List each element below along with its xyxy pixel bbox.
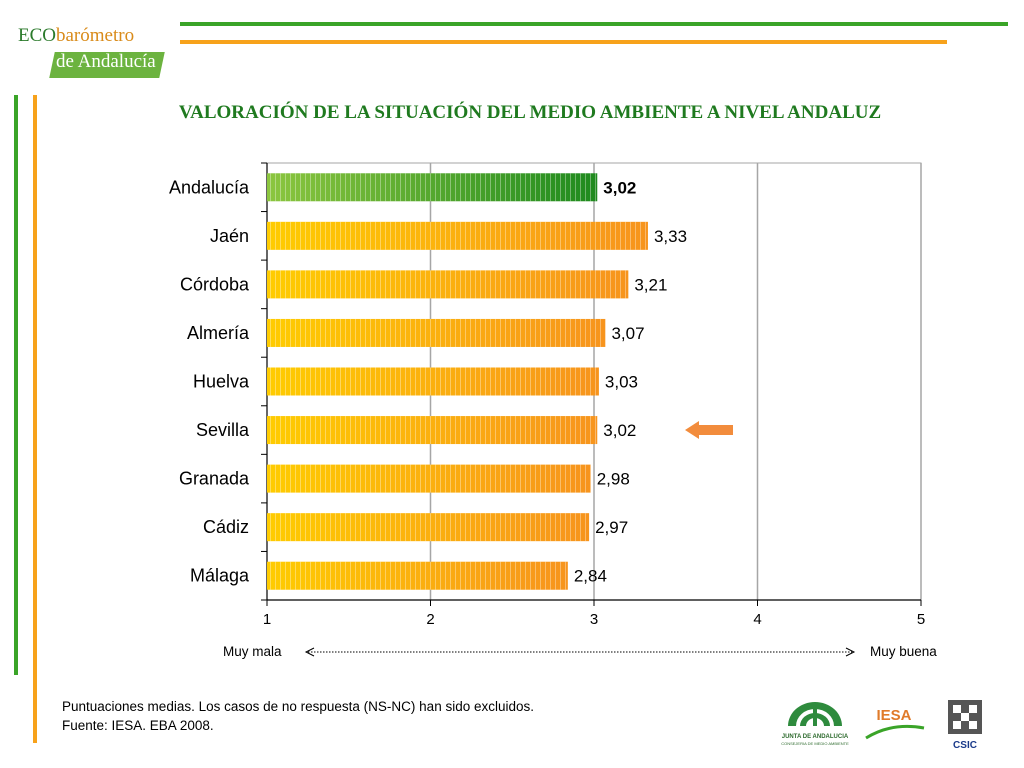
- scale-right-label: Muy buena: [870, 644, 937, 659]
- junta-logo-line1: JUNTA DE ANDALUCIA: [782, 734, 849, 740]
- page-title: VALORACIÓN DE LA SITUACIÓN DEL MEDIO AMB…: [178, 102, 882, 123]
- csic-logo: CSIC: [948, 700, 982, 751]
- value-label: 2,98: [597, 470, 630, 489]
- footnote: Puntuaciones medias. Los casos de no res…: [62, 697, 534, 735]
- x-tick-label: 3: [590, 611, 598, 628]
- scale-right-arrowhead-icon: [845, 647, 856, 657]
- x-tick-label: 1: [263, 611, 271, 628]
- bar-texture: [267, 416, 598, 445]
- x-tick-label: 2: [426, 611, 434, 628]
- category-label: Málaga: [190, 566, 250, 586]
- logo-andalucia-text: de Andalucía: [56, 51, 156, 72]
- value-label: 3,02: [603, 421, 636, 440]
- category-label: Jaén: [210, 226, 249, 246]
- side-orange-rule: [33, 95, 37, 743]
- footnote-source: Fuente: IESA. EBA 2008.: [62, 718, 214, 733]
- category-label: Córdoba: [180, 274, 250, 294]
- category-label: Andalucía: [169, 177, 250, 197]
- scale-left-arrowhead-icon: [304, 647, 315, 657]
- junta-andalucia-logo: JUNTA DE ANDALUCIA CONSEJERIA DE MEDIO A…: [781, 702, 849, 746]
- iesa-logo: IESA: [865, 707, 925, 740]
- top-orange-rule: [180, 40, 947, 44]
- junta-logo-line2: CONSEJERIA DE MEDIO AMBIENTE: [781, 741, 849, 746]
- scale-left-label: Muy mala: [223, 644, 282, 659]
- iesa-logo-text: IESA: [876, 707, 911, 724]
- category-label: Sevilla: [196, 420, 250, 440]
- footnote-note: Puntuaciones medias. Los casos de no res…: [62, 699, 534, 714]
- top-green-rule: [180, 22, 1008, 26]
- ecobarometro-logo: ECObarómetro de Andalucía: [18, 22, 168, 82]
- x-tick-label: 5: [917, 611, 925, 628]
- bar-texture: [267, 367, 599, 396]
- bar-texture: [267, 318, 606, 347]
- category-label: Cádiz: [203, 517, 249, 537]
- csic-logo-text: CSIC: [953, 740, 977, 751]
- highlight-arrow-icon: [685, 421, 733, 440]
- logo-eco-text: ECObarómetro: [18, 25, 135, 46]
- x-tick-label: 4: [753, 611, 761, 628]
- bar-texture: [267, 270, 629, 299]
- value-label: 3,21: [634, 275, 667, 294]
- value-label: 3,02: [603, 178, 636, 197]
- side-green-rule: [14, 95, 18, 675]
- bar-texture: [267, 513, 590, 542]
- value-label: 3,07: [611, 324, 644, 343]
- category-label: Huelva: [193, 372, 250, 392]
- value-label: 3,33: [654, 227, 687, 246]
- value-label: 2,84: [574, 567, 607, 586]
- value-label: 2,97: [595, 518, 628, 537]
- bar-texture: [267, 561, 568, 590]
- category-label: Granada: [179, 469, 250, 489]
- bar-texture: [267, 173, 598, 202]
- bar-texture: [267, 221, 648, 250]
- value-label: 3,03: [605, 373, 638, 392]
- bar-texture: [267, 464, 591, 493]
- category-label: Almería: [187, 323, 250, 343]
